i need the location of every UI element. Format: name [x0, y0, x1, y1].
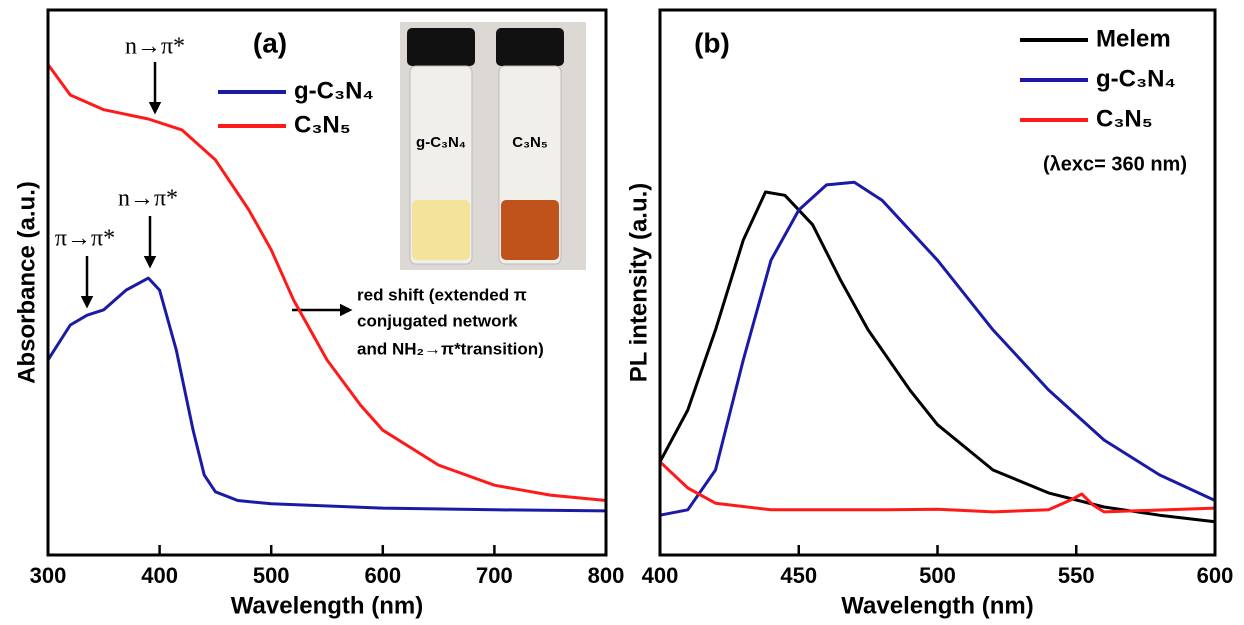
series-line — [660, 182, 1215, 515]
x-tick-label: 600 — [1197, 563, 1234, 588]
x-tick-label: 300 — [30, 563, 67, 588]
annotation: and NH₂→π*transition) — [357, 339, 544, 358]
y-axis-label: Absorbance (a.u.) — [13, 181, 40, 384]
annotation: red shift (extended π — [357, 285, 527, 304]
annotation: conjugated network — [357, 311, 518, 330]
x-axis-label: Wavelength (nm) — [841, 592, 1033, 619]
inset-label: g-C₃N₄ — [416, 134, 466, 151]
annotation: n→π* — [118, 186, 178, 212]
x-tick-label: 700 — [476, 563, 513, 588]
legend-label: g-C₃N₄ — [294, 77, 374, 104]
legend-label: C₃N₅ — [1096, 105, 1153, 132]
inset-label: C₃N₅ — [512, 134, 548, 151]
x-tick-label: 800 — [588, 563, 625, 588]
legend-label: g-C₃N₄ — [1096, 65, 1176, 92]
x-tick-label: 450 — [780, 563, 817, 588]
legend-label: Melem — [1096, 25, 1171, 52]
panel-label: (b) — [694, 27, 730, 58]
figure: g-C₃N₄ C₃N₅ (a) n→π* n→π* π→π* red shift… — [0, 0, 1244, 625]
x-tick-label: 400 — [642, 563, 679, 588]
annotation: n→π* — [125, 34, 185, 60]
x-tick-label: 600 — [364, 563, 401, 588]
x-axis-label: Wavelength (nm) — [231, 592, 423, 619]
legend-label: C₃N₅ — [294, 111, 351, 138]
annotation: π→π* — [55, 226, 115, 252]
annotation: (λexc= 360 nm) — [1043, 153, 1187, 175]
y-axis-label: PL intensity (a.u.) — [625, 183, 652, 383]
x-tick-label: 400 — [141, 563, 178, 588]
series-line — [48, 278, 606, 511]
x-tick-label: 500 — [253, 563, 290, 588]
x-tick-label: 500 — [919, 563, 956, 588]
series-line — [660, 462, 1215, 512]
panel-label: (a) — [253, 27, 287, 58]
inset-photo: g-C₃N₄ C₃N₅ — [400, 22, 586, 270]
x-tick-label: 550 — [1058, 563, 1095, 588]
